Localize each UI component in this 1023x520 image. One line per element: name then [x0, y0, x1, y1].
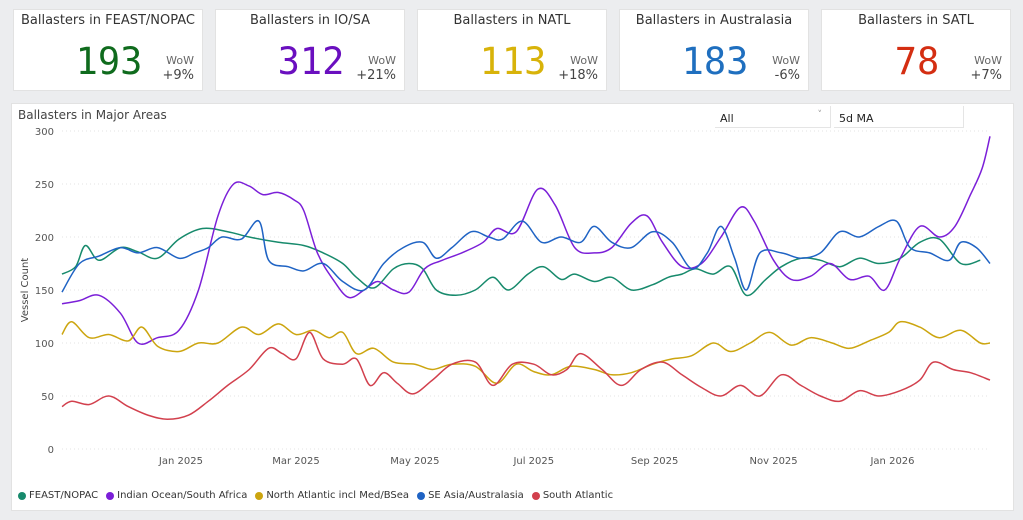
- kpi-card-io-sa: Ballasters in IO/SA 312 WoW +21%: [215, 9, 405, 91]
- legend-item[interactable]: FEAST/NOPAC: [18, 490, 98, 501]
- series-line-4: [61, 331, 991, 421]
- kpi-wow-value: +18%: [558, 68, 598, 83]
- date-range-dropdown[interactable]: All ˅: [715, 106, 831, 128]
- y-tick-label: 50: [41, 392, 54, 403]
- x-tick-label: Mar 2025: [272, 456, 320, 467]
- legend-label: SE Asia/Australasia: [428, 490, 524, 501]
- legend-marker-icon: [417, 491, 426, 500]
- kpi-title: Ballasters in IO/SA: [249, 13, 370, 28]
- chart-card: 0 50 100 150 200 250 300 Jan 2025 Mar 2025 May 20…: [11, 103, 1014, 511]
- kpi-wow-label: WoW: [772, 54, 800, 67]
- legend-marker-icon: [531, 491, 540, 500]
- kpi-card-natl: Ballasters in NATL 113 WoW +18%: [417, 9, 607, 91]
- y-tick-label: 0: [48, 445, 54, 456]
- legend-marker-icon: [18, 491, 26, 500]
- kpi-value: 113: [479, 40, 547, 83]
- kpi-value: 78: [894, 40, 940, 83]
- moving-average-value: 5d MA: [839, 112, 874, 125]
- series-line-1: [61, 136, 991, 345]
- kpi-card-australasia: Ballasters in Australasia 183 WoW -6%: [619, 9, 809, 91]
- kpi-wow-value: -6%: [774, 68, 800, 83]
- legend-item[interactable]: SE Asia/Australasia: [417, 490, 524, 501]
- date-range-value: All: [720, 112, 734, 125]
- x-tick-label: Jan 2026: [869, 456, 914, 467]
- x-tick-label: Jul 2025: [512, 456, 554, 467]
- y-tick-label: 300: [35, 127, 54, 138]
- kpi-card-satl: Ballasters in SATL 78 WoW +7%: [821, 9, 1011, 91]
- legend-label: North Atlantic incl Med/BSea: [266, 490, 410, 501]
- y-axis-label: Vessel Count: [20, 258, 31, 323]
- kpi-card-feast-nopac: Ballasters in FEAST/NOPAC 193 WoW +9%: [13, 9, 203, 91]
- legend-marker-icon: [106, 491, 115, 500]
- x-tick-label: Jan 2025: [158, 456, 203, 467]
- legend-item[interactable]: North Atlantic incl Med/BSea: [255, 490, 409, 501]
- series-line-2: [61, 320, 991, 385]
- y-tick-label: 100: [35, 339, 54, 350]
- y-tick-label: 150: [35, 286, 54, 297]
- kpi-value: 183: [681, 40, 749, 83]
- chart-title: Ballasters in Major Areas: [18, 108, 167, 122]
- kpi-title: Ballasters in NATL: [453, 13, 571, 28]
- legend-label: FEAST/NOPAC: [29, 490, 99, 501]
- legend-marker-icon: [255, 491, 264, 500]
- y-tick-label: 250: [35, 180, 54, 191]
- line-chart: 0 50 100 150 200 250 300 Jan 2025 Mar 2025 May 20…: [20, 127, 991, 467]
- x-tick-label: Sep 2025: [631, 456, 678, 467]
- kpi-value: 193: [75, 40, 143, 83]
- kpi-title: Ballasters in SATL: [858, 13, 974, 28]
- moving-average-dropdown[interactable]: 5d MA: [834, 106, 964, 128]
- legend-item[interactable]: South Atlantic: [531, 490, 614, 501]
- series-line-3: [61, 219, 991, 293]
- kpi-wow-label: WoW: [166, 54, 194, 67]
- dropdown-icon: ˅: [817, 110, 823, 120]
- x-tick-label: May 2025: [390, 456, 439, 467]
- chart-legend: FEAST/NOPAC Indian Ocean/South Africa Nort…: [18, 490, 613, 501]
- legend-item[interactable]: Indian Ocean/South Africa: [106, 490, 247, 501]
- legend-label: South Atlantic: [542, 490, 614, 501]
- x-tick-label: Nov 2025: [750, 456, 798, 467]
- kpi-wow-value: +7%: [970, 68, 1002, 83]
- kpi-wow-value: +21%: [356, 68, 396, 83]
- kpi-wow-label: WoW: [974, 54, 1002, 67]
- kpi-title: Ballasters in FEAST/NOPAC: [20, 13, 196, 28]
- kpi-value: 312: [277, 40, 345, 83]
- legend-label: Indian Ocean/South Africa: [117, 490, 248, 501]
- kpi-wow-label: WoW: [368, 54, 396, 67]
- series-line-0: [61, 227, 981, 297]
- kpi-wow-value: +9%: [162, 68, 194, 83]
- kpi-title: Ballasters in Australasia: [635, 13, 793, 28]
- y-tick-label: 200: [35, 233, 54, 244]
- kpi-wow-label: WoW: [570, 54, 598, 67]
